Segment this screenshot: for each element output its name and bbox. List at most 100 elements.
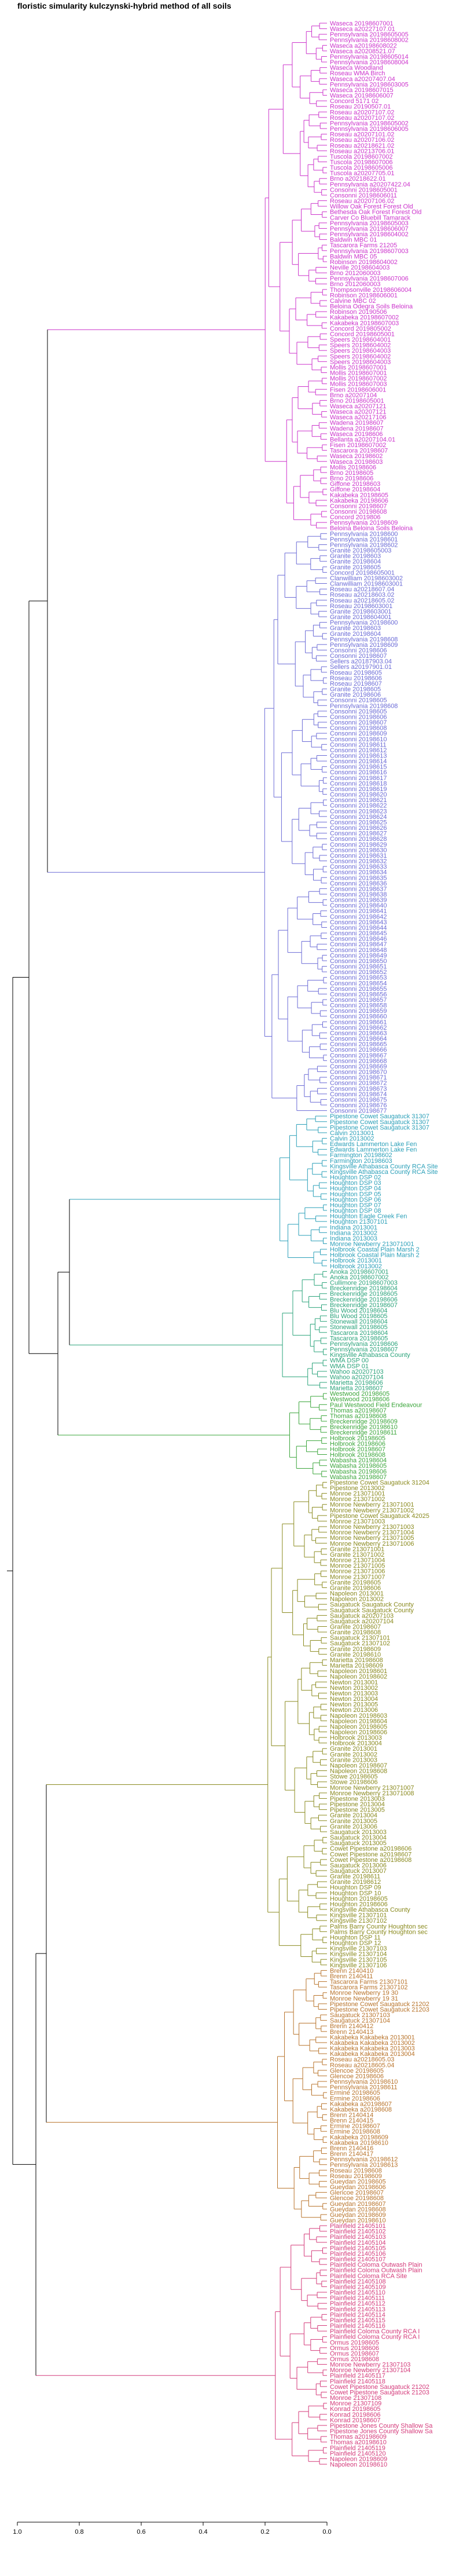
leaf-label: Plainfield 21405110 [330, 2289, 385, 2296]
leaf-label: Cowet Pipestone Saugatuck 21203 [330, 2389, 429, 2396]
leaf-label: Consonni 20198657 [330, 997, 387, 1004]
leaf-label: Marietta 20198607 [330, 1385, 383, 1392]
leaf-label: Wahoo a20207104 [330, 1374, 384, 1381]
leaf-label: Pipestone Jones County Shallow Sa [330, 2423, 433, 2429]
leaf-label: Kingsville Athabasca County [330, 1352, 410, 1359]
leaf-label: Holbrook 20198606 [330, 1440, 385, 1447]
leaf-label: Pennsylvania 20198606005 [330, 126, 409, 133]
leaf-label: Brno 2012060003 [330, 281, 380, 288]
x-tick-label: 0.4 [199, 2529, 207, 2535]
leaf-label: Clanwilliam 20198603002 [330, 575, 403, 582]
leaf-label: Consonni 20198630 [330, 847, 387, 854]
leaf-label: Consonni 20198629 [330, 841, 387, 848]
leaf-label: Waseca a20207121 [330, 403, 386, 410]
leaf-label: Marietta 20198609 [330, 1663, 383, 1670]
leaf-label: Breckenridge 20198611 [330, 1429, 397, 1436]
leaf-label: Consonni 20198638 [330, 891, 387, 898]
leaf-label: Granite 2013006 [330, 1823, 377, 1830]
leaf-label: Consonni 20198612 [330, 747, 387, 754]
leaf-label: Gueydan 20198607 [330, 2201, 386, 2208]
leaf-label: Kakabeka Kakabeka 2013002 [330, 2040, 415, 2047]
leaf-label: Plainfield 21405104 [330, 2240, 386, 2246]
leaf-label: Consonni 20198654 [330, 980, 387, 987]
leaf-label: Consonni 20198631 [330, 852, 387, 859]
leaf-label: Tascarora 20198607 [330, 448, 388, 455]
leaf-label: Mollis 20198607002 [330, 375, 387, 382]
leaf-label: Newton 2013003 [330, 1690, 378, 1697]
leaf-label: Glencoe 20198606 [330, 2073, 384, 2080]
leaf-label: Stonewall 20198605 [330, 1324, 388, 1331]
leaf-label: Granite 2013005 [330, 1818, 377, 1825]
leaf-label: Napoleon 20198601 [330, 1668, 387, 1675]
leaf-label: Houghton 21307101 [330, 1219, 388, 1225]
leaf-label: Monroe Newberry 213071001 [330, 1241, 414, 1248]
leaf-label: Pennsylvania 20198600 [330, 530, 398, 537]
leaf-label: Waseca a20207121 [330, 409, 386, 416]
leaf-label: Consonni 20198653 [330, 975, 387, 982]
leaf-label: Calvin 2013002 [330, 1135, 374, 1142]
leaf-label: Monroe Newberry 213071004 [330, 1529, 414, 1536]
leaf-label: Pennsylvania 20198608 [330, 702, 398, 709]
leaf-label: Cullimore 20198607003 [330, 1280, 398, 1287]
leaf-label: Calvine MBC 02 [330, 298, 376, 305]
leaf-label: Houghton DSP 11 [330, 1934, 381, 1941]
leaf-label: Kakabeka 20198609 [330, 2134, 388, 2141]
leaf-label: Consonni 20198661 [330, 1019, 387, 1026]
leaf-label: Konrad 20198607 [330, 2417, 380, 2424]
leaf-label: Consonni 20198632 [330, 858, 387, 865]
leaf-label: Kakabeka 20198605 [330, 492, 388, 499]
leaf-label: Consonni 20198659 [330, 1008, 387, 1015]
leaf-label: Brenn 2140414 [330, 2112, 373, 2118]
leaf-label: Holbrook Coastal Plain Marsh 2 [330, 1252, 420, 1259]
leaf-label: Plainfield 21405114 [330, 2311, 385, 2318]
leaf-label: Monroe Newberry 21307104 [330, 2367, 410, 2374]
leaf-label: Holbrook 20198607 [330, 1446, 385, 1453]
leaf-label: Plainfield 21405107 [330, 2256, 386, 2263]
leaf-label: Pennsylvania a20207422.04 [330, 181, 410, 188]
leaf-label: Monroe 213071004 [330, 1557, 385, 1564]
leaf-label: Indiana 2013003 [330, 1235, 377, 1242]
leaf-label: Konrad 20198605 [330, 2406, 380, 2413]
leaf-label: Saugatuck 2013007 [330, 1868, 387, 1875]
leaf-label: Brno 20198605001 [330, 397, 384, 404]
leaf-label: Consonni 20198606 [330, 647, 387, 654]
leaf-label: Pennsylvania 20198603005 [330, 81, 409, 88]
leaf-label: Granite 20198608 [330, 1629, 381, 1636]
leaf-label: Saugatuck 21307103 [330, 2012, 390, 2019]
leaf-label: Kakabeka Kakabeka 2013001 [330, 2034, 415, 2041]
leaf-label: Wadena 20198607 [330, 420, 384, 427]
leaf-label: Pennsylvania 20198606007 [330, 225, 409, 232]
leaf-label: Plainfield 21405103 [330, 2234, 386, 2241]
leaf-label: Granite 2013001 [330, 1746, 377, 1752]
leaf-label: Waseca 20198607001 [330, 20, 394, 27]
leaf-label: Baldwin MBC 01 [330, 237, 377, 244]
leaf-label: Granite 20198606 [330, 691, 381, 698]
leaf-label: Plainfield 21405119 [330, 2445, 385, 2451]
leaf-label: Granite 2013003 [330, 1757, 377, 1763]
leaf-label: Pennsylvania 20198604002 [330, 231, 409, 238]
leaf-label: Roseau 20198608 [330, 2167, 382, 2174]
leaf-label: Waseca 20198606 [330, 431, 383, 438]
leaf-label: Roseau a20218605.03 [330, 2057, 394, 2063]
leaf-label: Pennsylvania 20198605003 [330, 220, 409, 227]
leaf-label: Kakabeka 20198610 [330, 2139, 388, 2146]
leaf-label: Waseca a20217106 [330, 414, 386, 421]
leaf-label: Consonni 20198618 [330, 780, 387, 787]
leaf-label: Consonni 20198624 [330, 814, 387, 821]
leaf-label: Pennsylvania 20198605005 [330, 31, 409, 38]
leaf-label: Granite 20198604001 [330, 614, 391, 621]
leaf-label: Monroe Newberry 213071005 [330, 1535, 414, 1542]
leaf-label: Robinson 20190506 [330, 309, 387, 316]
leaf-label: Ormus 20198608 [330, 2356, 379, 2363]
leaf-label: Consonni 20198611 [330, 741, 387, 748]
leaf-label: Pennsylvania 20198611 [330, 2084, 398, 2091]
leaf-label: Waseca 20198606007 [330, 93, 394, 100]
leaf-label: Saugatuck 21307104 [330, 2018, 390, 2025]
leaf-label: Holbrook Coastal Plain Marsh 2 [330, 1246, 420, 1253]
leaf-label: Tuscola 20198605006 [330, 164, 392, 171]
leaf-label: Wabasha 20198606 [330, 1468, 387, 1475]
leaf-label: Brno 20198606 [330, 475, 373, 482]
leaf-label: Granite 20198603001 [330, 608, 391, 615]
leaf-label: Consonni 20198640 [330, 902, 387, 909]
leaf-label: Newton 2013005 [330, 1702, 378, 1708]
